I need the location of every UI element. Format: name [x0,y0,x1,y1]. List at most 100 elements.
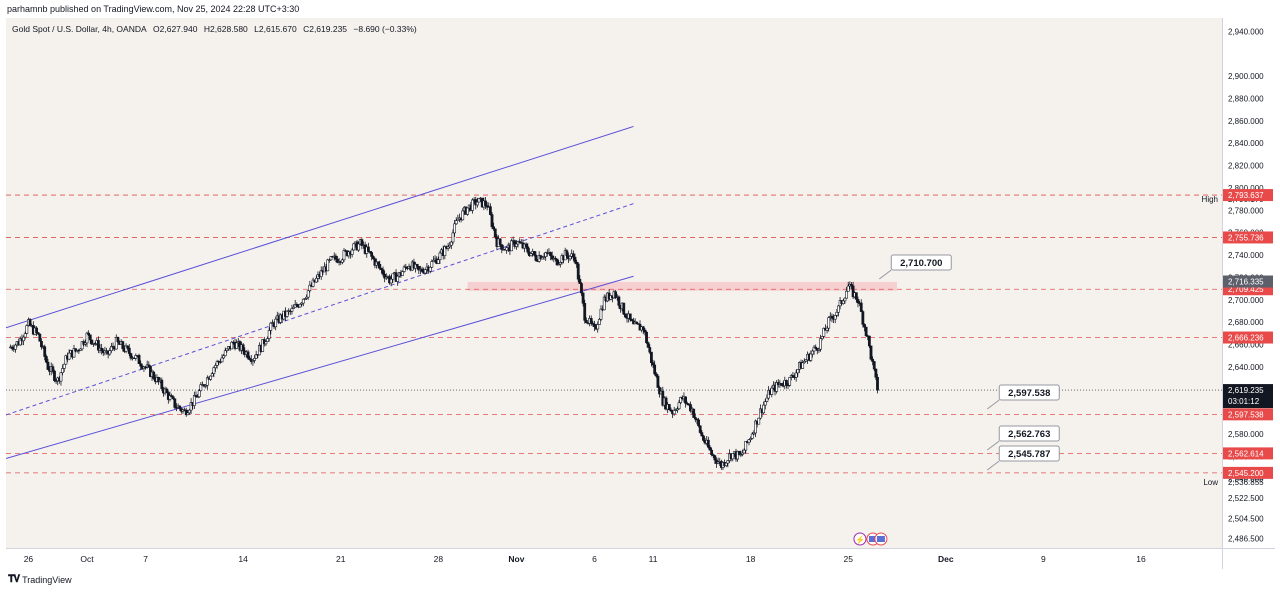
candle-bull [765,397,769,402]
candle-bull [222,355,226,359]
candle-bull [817,348,821,351]
chart-pane[interactable]: 2,710.700 2,597.538 2,562.763 2,545.787 ⚡ Hig… [6,18,1222,548]
candle-bull [72,348,76,358]
candle-bear [708,446,712,451]
time-tick-label: 16 [1136,554,1146,564]
candle-bear [46,361,50,370]
candle-bull [742,449,746,454]
candle-bear [171,396,175,400]
candle-bull [443,246,447,256]
candle-bull [461,210,465,221]
candle-bear [651,362,655,366]
time-tick-label: Oct [80,554,94,564]
current-price-tag-label: 2,619.235 [1228,386,1264,395]
candle-bear [498,238,502,245]
supply-zone [467,281,898,291]
candle-bear [654,373,658,377]
candle-bull [196,396,200,398]
candle-bull [301,298,305,304]
candle-bull [342,250,346,261]
candle-bear [381,269,385,275]
legend-change: −8.690 (−0.33%) [353,24,417,34]
candle-bull [269,322,273,331]
footer-brand[interactable]: 𝐓𝐕 TradingView [8,574,72,585]
candle-bull [352,243,356,251]
level-tag-label-6: 2,545.200 [1228,469,1264,478]
callout-box-0 [890,254,952,271]
price-tick-label: 2,800.000 [1228,184,1264,193]
legend-symbol[interactable]: Gold Spot / U.S. Dollar, 4h, OANDA [12,24,147,34]
candle-bull [253,357,256,361]
price-tick-label: 2,880.000 [1228,95,1264,104]
footer-brand-label: TradingView [22,574,72,585]
candle-bull [741,452,744,455]
candle-bull [541,257,544,260]
candle-bear [656,375,660,388]
candle-bear [366,246,370,252]
candle-bear [555,258,559,266]
level-tag-label-5: 2,562.614 [1228,449,1264,458]
us-flag-field-1 [876,536,885,542]
price-tick-label: 2,504.500 [1228,514,1264,523]
level-tag-label-2: 2,709.425 [1228,285,1264,294]
price-axis-labels: 2,486.500 2,504.500 2,522.500 2,540.000 2,56… [1223,27,1273,543]
price-tick-label: 2,740.000 [1228,251,1264,260]
candle-bull [59,372,63,382]
candle-bull [396,275,400,282]
level-tag-bg-0 [1223,189,1273,202]
candle-bear [126,345,130,349]
candle-bear [700,432,704,437]
candle-bull [749,438,753,440]
candle-bull [391,273,395,280]
candle-bull [763,401,767,406]
channel-line-solid-0 [6,125,634,329]
candle-bear [648,347,652,353]
candle-bull [261,339,265,352]
candle-bull [103,350,107,354]
candle-bear [415,263,419,267]
candle-bull [599,308,603,320]
price-tick-label: 2,900.000 [1228,72,1264,81]
candle-bull [189,402,193,411]
candle-bear [157,377,160,382]
candle-bear [51,366,55,372]
candle-bear [593,323,596,328]
callout-leader-0 [878,269,892,280]
time-axis[interactable]: 26 Oct 7 14 21 28 Nov 6 11 18 25 Dec 9 16 [6,548,1222,569]
candle-bull [446,246,450,249]
candle-bear [554,257,557,260]
candle-bear [876,376,879,391]
candle-bear [184,409,188,416]
price-tick-label: 2,820.000 [1228,162,1264,171]
candle-bear [573,256,577,263]
candle-bear [702,435,705,441]
candle-bear [713,455,717,461]
candle-bull [724,462,728,466]
price-tick-label: 2,486.500 [1228,534,1264,543]
candle-bear [532,251,536,256]
candle-bear [623,313,627,318]
candle-bull [402,266,406,272]
candle-bull [254,354,258,359]
candle-bear [500,244,504,250]
candle-bull [529,253,533,257]
candle-bear [493,228,497,238]
candle-bear [371,256,375,260]
candle-bear [664,397,668,410]
candle-bear [295,304,299,306]
candle-bear [669,409,673,412]
price-chart[interactable]: 2,710.700 2,597.538 2,562.763 2,545.787 ⚡ Hig… [6,18,1222,548]
candle-bear [380,268,383,270]
candle-bear [38,333,42,342]
level-tag-bg-5 [1223,447,1273,460]
candle-bull [329,256,333,261]
price-tick-label: 2,780.000 [1228,206,1264,215]
candle-bull [448,244,452,248]
candle-bull [114,337,118,350]
candle-bull [25,325,29,334]
candle-bull [267,330,271,339]
price-axis[interactable]: 2,486.500 2,504.500 2,522.500 2,540.000 2,56… [1222,18,1275,548]
candle-bull [811,350,814,355]
candle-bear [869,345,873,360]
candle-bull [716,461,720,464]
